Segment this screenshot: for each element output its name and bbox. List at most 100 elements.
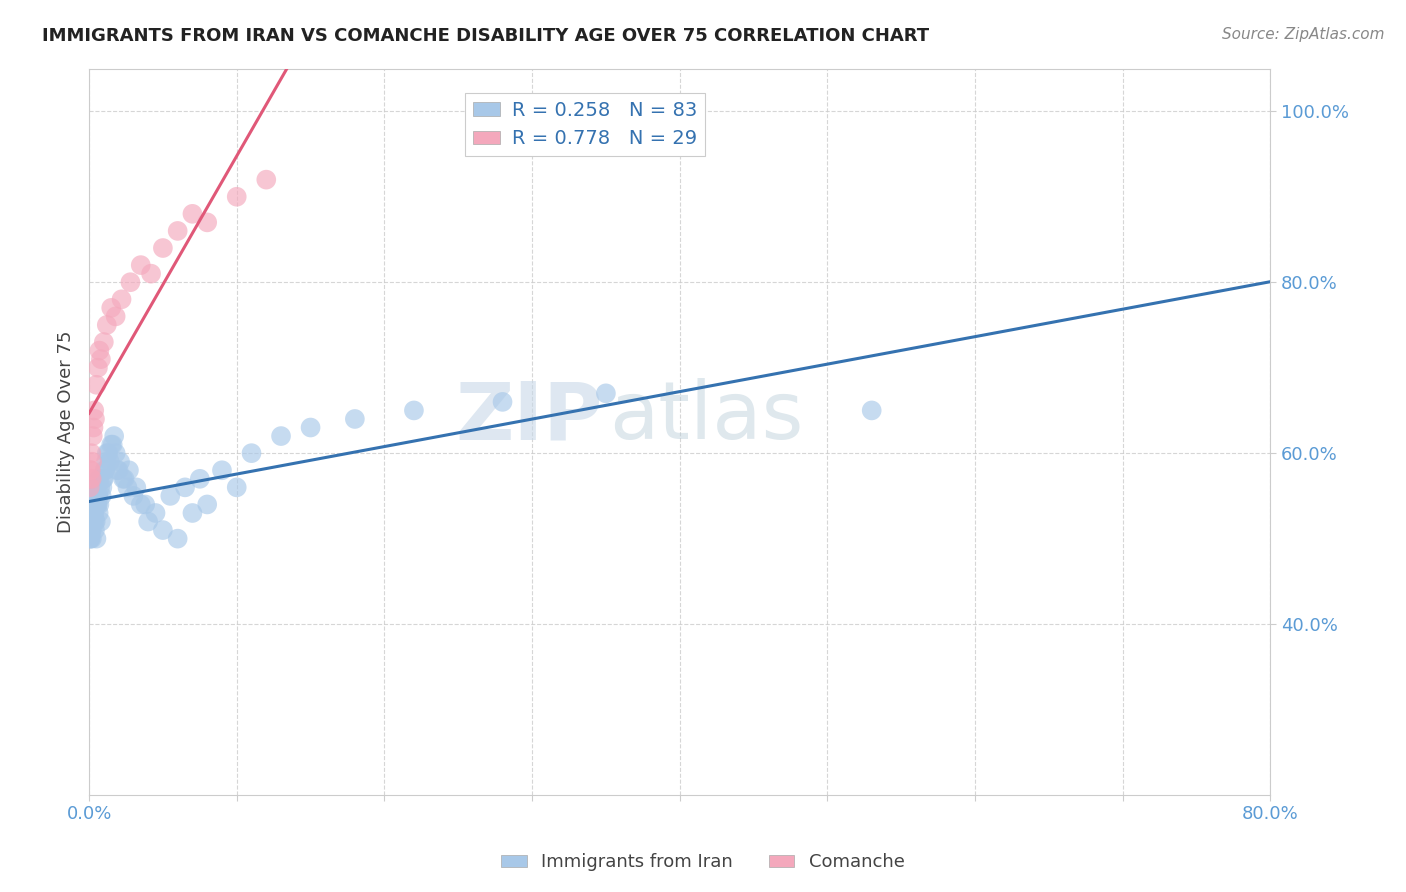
Point (166, 224, 188, 238)
Point (105, 463, 128, 477)
Point (82, 489, 104, 503)
Point (79, 480, 101, 494)
Point (166, 532, 188, 546)
Point (82, 506, 104, 520)
Point (79, 463, 101, 477)
Point (174, 480, 197, 494)
Y-axis label: Disability Age Over 75: Disability Age Over 75 (58, 331, 75, 533)
Point (83, 403, 105, 417)
Point (86, 498, 108, 512)
Point (188, 472, 211, 486)
Point (94, 455, 117, 469)
Point (79, 523, 101, 537)
Point (84, 498, 107, 512)
Point (87, 506, 110, 520)
Point (195, 215, 218, 229)
Point (145, 506, 167, 520)
Point (225, 480, 247, 494)
Point (107, 463, 129, 477)
Point (80, 506, 103, 520)
Point (86, 532, 108, 546)
Point (87, 489, 110, 503)
Point (82, 498, 104, 512)
Point (152, 241, 174, 255)
Point (82, 429, 104, 443)
Point (84, 515, 107, 529)
Point (240, 446, 263, 460)
Point (80, 532, 103, 546)
Point (225, 190, 247, 204)
Point (91, 480, 114, 494)
Point (343, 412, 366, 426)
Point (80, 515, 103, 529)
Point (98, 455, 121, 469)
Point (90, 489, 112, 503)
Point (82, 489, 104, 503)
Point (108, 455, 131, 469)
Text: ZIP: ZIP (456, 378, 603, 457)
Point (84, 523, 107, 537)
Point (89, 498, 111, 512)
Point (122, 489, 145, 503)
Point (860, 403, 883, 417)
Point (120, 275, 142, 289)
Point (136, 515, 159, 529)
Point (84, 412, 107, 426)
Point (80, 523, 103, 537)
Point (90, 515, 112, 529)
Point (117, 480, 139, 494)
Point (299, 420, 322, 434)
Point (104, 446, 127, 460)
Point (97, 446, 120, 460)
Point (129, 258, 152, 272)
Point (80, 446, 103, 460)
Text: Source: ZipAtlas.com: Source: ZipAtlas.com (1222, 27, 1385, 42)
Point (79, 472, 101, 486)
Point (94, 463, 117, 477)
Point (595, 386, 617, 401)
Point (80, 463, 103, 477)
Point (152, 523, 174, 537)
Point (254, 172, 277, 186)
Text: IMMIGRANTS FROM IRAN VS COMANCHE DISABILITY AGE OVER 75 CORRELATION CHART: IMMIGRANTS FROM IRAN VS COMANCHE DISABIL… (42, 27, 929, 45)
Legend: Immigrants from Iran, Comanche: Immigrants from Iran, Comanche (494, 847, 912, 879)
Point (80, 523, 103, 537)
Point (79, 515, 101, 529)
Point (491, 395, 513, 409)
Legend: R = 0.258   N = 83, R = 0.778   N = 29: R = 0.258 N = 83, R = 0.778 N = 29 (465, 93, 704, 156)
Point (101, 437, 124, 451)
Point (79, 523, 101, 537)
Point (83, 515, 105, 529)
Point (79, 515, 101, 529)
Point (82, 515, 104, 529)
Point (125, 480, 148, 494)
Point (159, 489, 181, 503)
Point (89, 343, 111, 358)
Point (80, 498, 103, 512)
Point (87, 489, 110, 503)
Point (80, 472, 103, 486)
Point (90, 352, 112, 367)
Point (100, 301, 122, 315)
Point (83, 506, 105, 520)
Point (80, 515, 103, 529)
Point (129, 498, 152, 512)
Text: atlas: atlas (609, 378, 803, 457)
Point (82, 420, 104, 434)
Point (181, 506, 204, 520)
Point (112, 472, 135, 486)
Point (104, 310, 127, 324)
Point (96, 446, 118, 460)
Point (181, 207, 204, 221)
Point (139, 267, 162, 281)
Point (82, 498, 104, 512)
Point (110, 293, 132, 307)
Point (87, 360, 110, 375)
Point (79, 532, 101, 546)
Point (93, 334, 115, 349)
Point (91, 472, 114, 486)
Point (270, 429, 292, 443)
Point (211, 463, 233, 477)
Point (80, 506, 103, 520)
Point (118, 463, 141, 477)
